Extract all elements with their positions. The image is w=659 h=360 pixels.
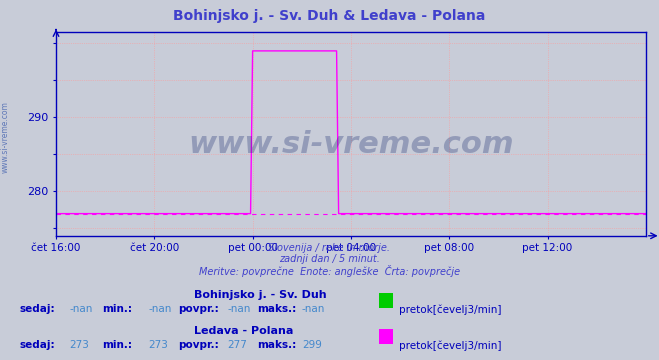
Text: 273: 273: [148, 340, 168, 350]
Text: -nan: -nan: [302, 304, 325, 314]
Text: min.:: min.:: [102, 340, 132, 350]
Text: zadnji dan / 5 minut.: zadnji dan / 5 minut.: [279, 254, 380, 264]
Text: povpr.:: povpr.:: [178, 304, 219, 314]
Text: Meritve: povprečne  Enote: angleške  Črta: povprečje: Meritve: povprečne Enote: angleške Črta:…: [199, 265, 460, 276]
Text: -nan: -nan: [69, 304, 92, 314]
Text: min.:: min.:: [102, 304, 132, 314]
Text: povpr.:: povpr.:: [178, 340, 219, 350]
Text: Ledava - Polana: Ledava - Polana: [194, 326, 294, 336]
Text: Bohinjsko j. - Sv. Duh: Bohinjsko j. - Sv. Duh: [194, 290, 327, 300]
Text: pretok[čevelj3/min]: pretok[čevelj3/min]: [399, 340, 501, 351]
Text: sedaj:: sedaj:: [20, 340, 55, 350]
Text: www.si-vreme.com: www.si-vreme.com: [1, 101, 10, 173]
Text: -nan: -nan: [148, 304, 171, 314]
Text: Slovenija / reke in morje.: Slovenija / reke in morje.: [268, 243, 391, 253]
Text: maks.:: maks.:: [257, 304, 297, 314]
Text: 299: 299: [302, 340, 322, 350]
Text: sedaj:: sedaj:: [20, 304, 55, 314]
Text: 277: 277: [227, 340, 247, 350]
Text: www.si-vreme.com: www.si-vreme.com: [188, 130, 514, 159]
Text: 273: 273: [69, 340, 89, 350]
Text: -nan: -nan: [227, 304, 250, 314]
Text: pretok[čevelj3/min]: pretok[čevelj3/min]: [399, 304, 501, 315]
Text: Bohinjsko j. - Sv. Duh & Ledava - Polana: Bohinjsko j. - Sv. Duh & Ledava - Polana: [173, 9, 486, 23]
Text: maks.:: maks.:: [257, 340, 297, 350]
